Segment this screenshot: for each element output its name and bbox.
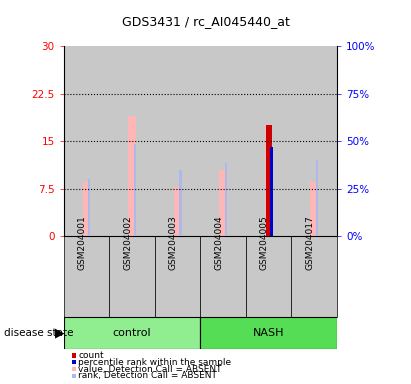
Text: rank, Detection Call = ABSENT: rank, Detection Call = ABSENT bbox=[79, 371, 217, 381]
Text: control: control bbox=[113, 328, 151, 338]
Text: GSM204017: GSM204017 bbox=[305, 215, 314, 270]
Bar bbox=[266, 125, 272, 236]
Bar bbox=[265, 125, 272, 236]
Text: GSM204005: GSM204005 bbox=[260, 215, 269, 270]
Text: count: count bbox=[79, 351, 104, 360]
Bar bbox=[225, 163, 227, 236]
Bar bbox=[155, 236, 201, 317]
Text: GSM204004: GSM204004 bbox=[214, 215, 223, 270]
Bar bbox=[88, 179, 90, 236]
Bar bbox=[109, 46, 155, 236]
Text: GSM204001: GSM204001 bbox=[78, 215, 86, 270]
Bar bbox=[179, 170, 182, 236]
Bar bbox=[64, 236, 109, 317]
Bar bbox=[64, 317, 201, 349]
Bar bbox=[109, 236, 155, 317]
Text: NASH: NASH bbox=[253, 328, 284, 338]
Text: percentile rank within the sample: percentile rank within the sample bbox=[79, 358, 231, 367]
Bar bbox=[246, 236, 291, 317]
Bar bbox=[270, 147, 272, 236]
Bar bbox=[246, 46, 291, 236]
Bar bbox=[83, 182, 90, 236]
Text: disease state: disease state bbox=[4, 328, 74, 338]
Bar bbox=[128, 116, 136, 236]
Text: GSM204003: GSM204003 bbox=[169, 215, 178, 270]
Bar bbox=[201, 46, 246, 236]
Bar bbox=[64, 46, 109, 236]
Bar bbox=[291, 46, 337, 236]
Text: ▶: ▶ bbox=[55, 327, 65, 340]
Bar bbox=[134, 144, 136, 236]
Bar bbox=[201, 317, 337, 349]
Bar bbox=[291, 236, 337, 317]
Bar bbox=[316, 160, 318, 236]
Bar bbox=[310, 182, 318, 236]
Text: value, Detection Call = ABSENT: value, Detection Call = ABSENT bbox=[79, 364, 222, 374]
Bar bbox=[155, 46, 201, 236]
Bar bbox=[219, 170, 227, 236]
Text: GSM204002: GSM204002 bbox=[123, 215, 132, 270]
Bar bbox=[201, 236, 246, 317]
Bar bbox=[174, 187, 181, 236]
Text: GDS3431 / rc_AI045440_at: GDS3431 / rc_AI045440_at bbox=[122, 15, 289, 28]
